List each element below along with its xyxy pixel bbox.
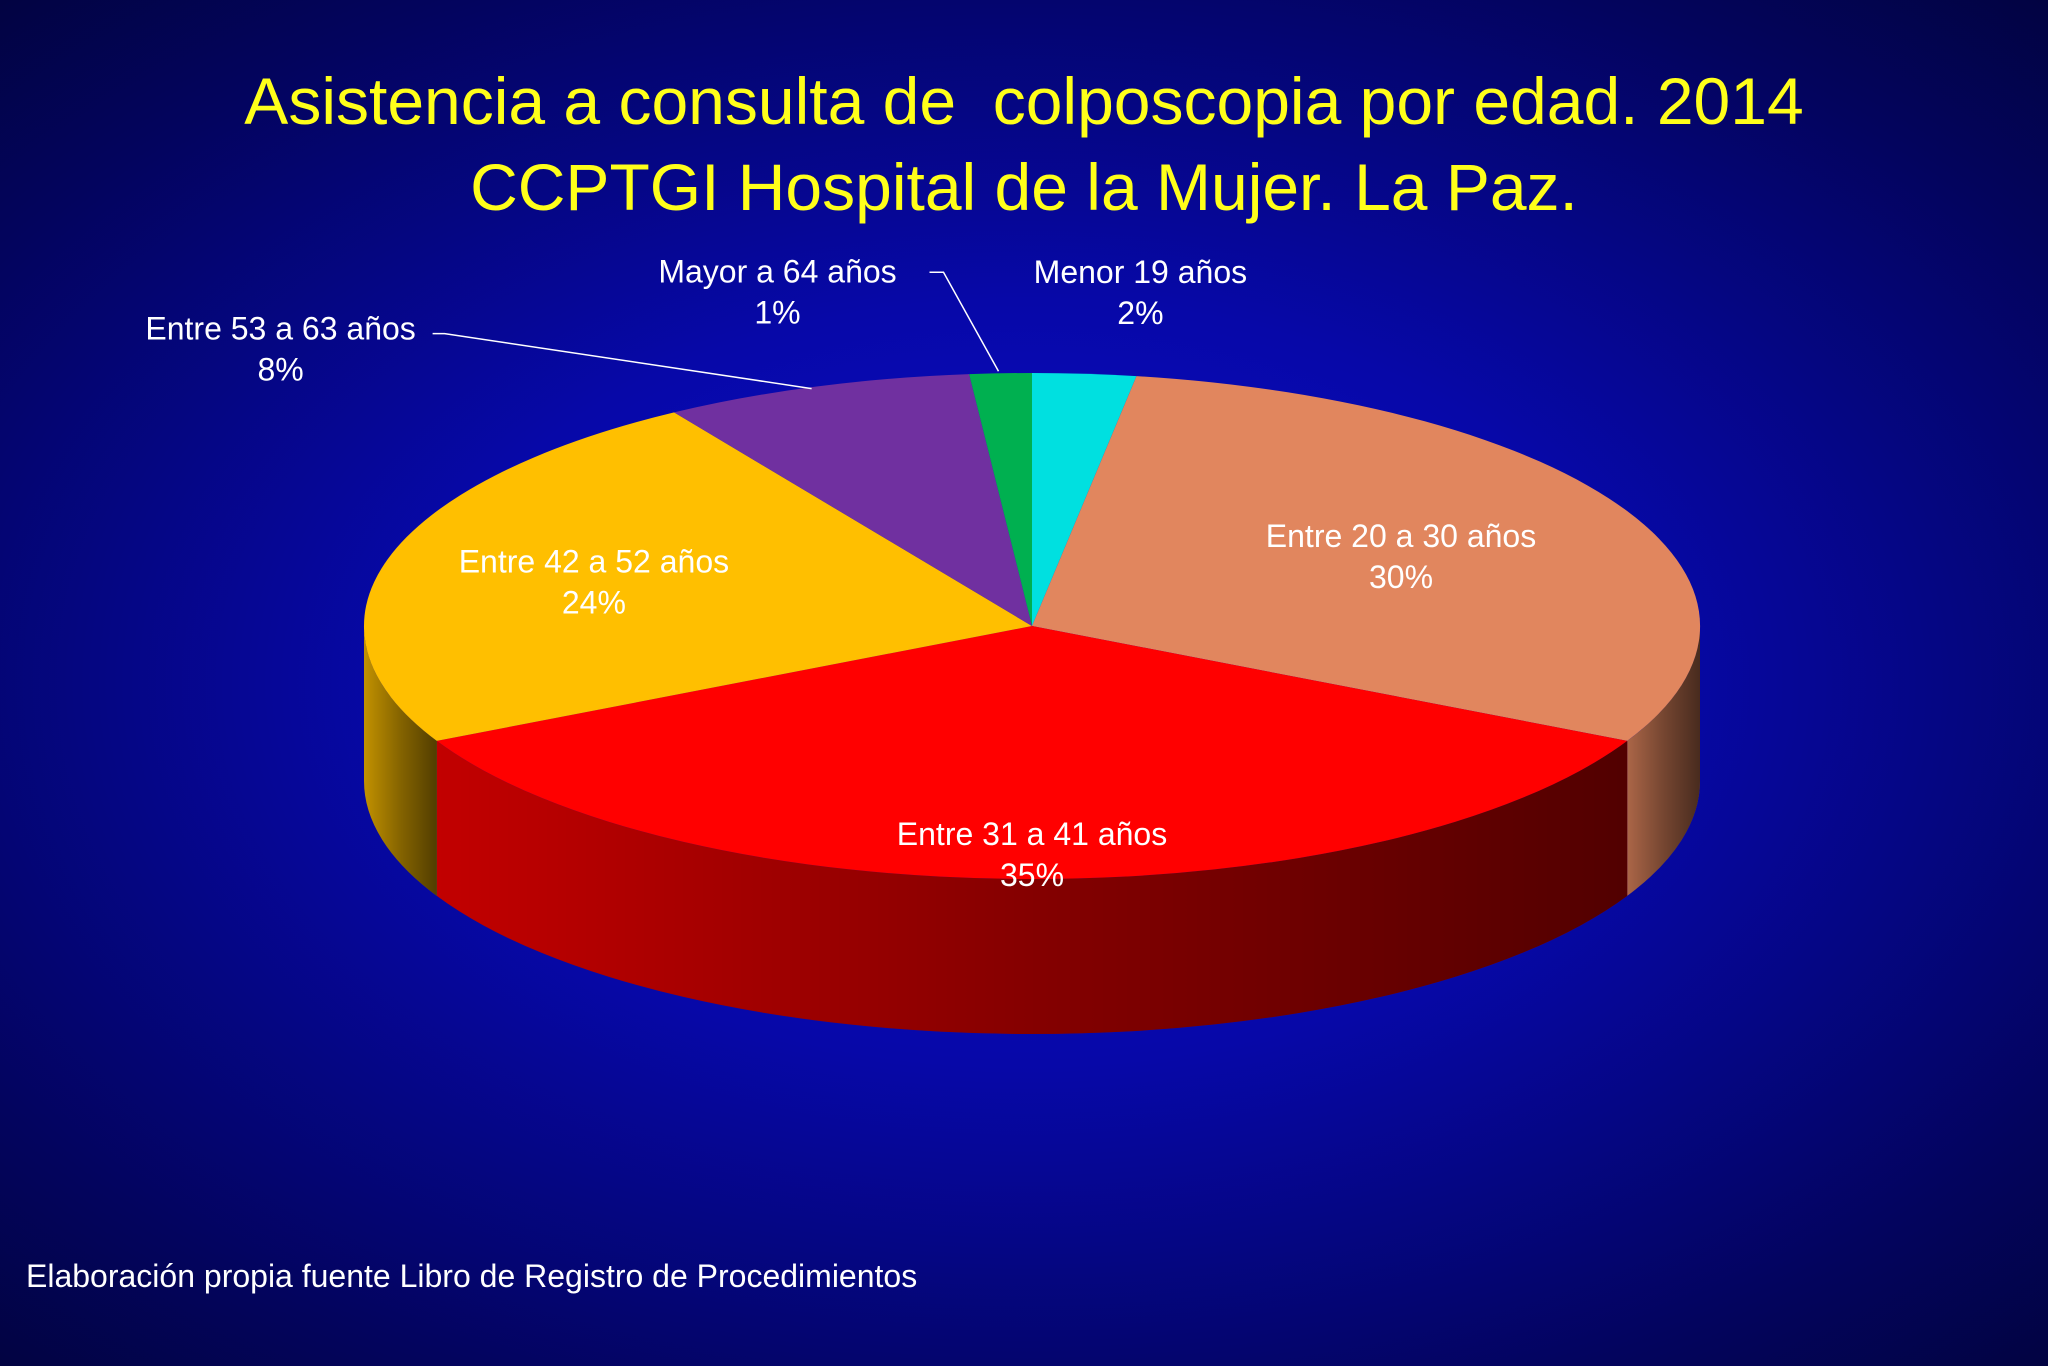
pie-slice-mayor-a-64-anos — [969, 372, 1032, 626]
slice-percent-entre-53-a-63-anos: 8% — [257, 352, 303, 388]
slice-label-menor-19-anos: Menor 19 años — [1034, 254, 1247, 290]
slice-percent-entre-20-a-30-anos: 30% — [1369, 559, 1433, 595]
slice-label-entre-42-a-52-anos: Entre 42 a 52 años — [459, 544, 729, 580]
slice-label-entre-53-a-63-anos: Entre 53 a 63 años — [145, 311, 415, 347]
pie-slice-menor-19-anos — [1032, 372, 1137, 626]
pie-slice-entre-31-a-41-anos — [436, 626, 1628, 880]
leader-line-entre-53-a-63-anos — [432, 332, 812, 390]
pie-slice-entre-42-a-52-anos — [363, 412, 1032, 741]
pie-tops — [363, 372, 1701, 880]
slice-percent-menor-19-anos: 2% — [1117, 295, 1163, 331]
slice-label-entre-20-a-30-anos: Entre 20 a 30 años — [1266, 518, 1536, 554]
chart-title: Asistencia a consulta de colposcopia por… — [0, 58, 2048, 230]
slice-percent-entre-31-a-41-anos: 35% — [1000, 857, 1064, 893]
slice-label-mayor-a-64-anos: Mayor a 64 años — [658, 253, 896, 289]
leader-line-mayor-a-64-anos — [929, 271, 1000, 372]
chart-title-line-1: Asistencia a consulta de colposcopia por… — [244, 64, 1804, 138]
pie-leader-lines — [432, 271, 1000, 390]
pie-labels: Menor 19 años 2% Entre 20 a 30 años 30% Entr… — [145, 253, 1536, 893]
pie-side-shade-entre-31-a-41-anos — [436, 740, 1628, 1035]
pie-slice-entre-53-a-63-anos — [674, 374, 1032, 626]
pie-slice-entre-20-a-30-anos — [1032, 376, 1701, 741]
pie-sides — [363, 626, 1700, 1035]
pie-side-shade-entre-20-a-30-anos — [1627, 626, 1700, 896]
source-footnote: Elaboración propia fuente Libro de Regis… — [26, 1258, 918, 1294]
slice-percent-entre-42-a-52-anos: 24% — [562, 585, 626, 621]
slice-percent-mayor-a-64-anos: 1% — [754, 294, 800, 330]
chart-title-line-2: CCPTGI Hospital de la Mujer. La Paz. — [470, 150, 1578, 224]
slice-label-entre-31-a-41-anos: Entre 31 a 41 años — [897, 816, 1167, 852]
pie-side-shade-entre-42-a-52-anos — [363, 626, 437, 896]
